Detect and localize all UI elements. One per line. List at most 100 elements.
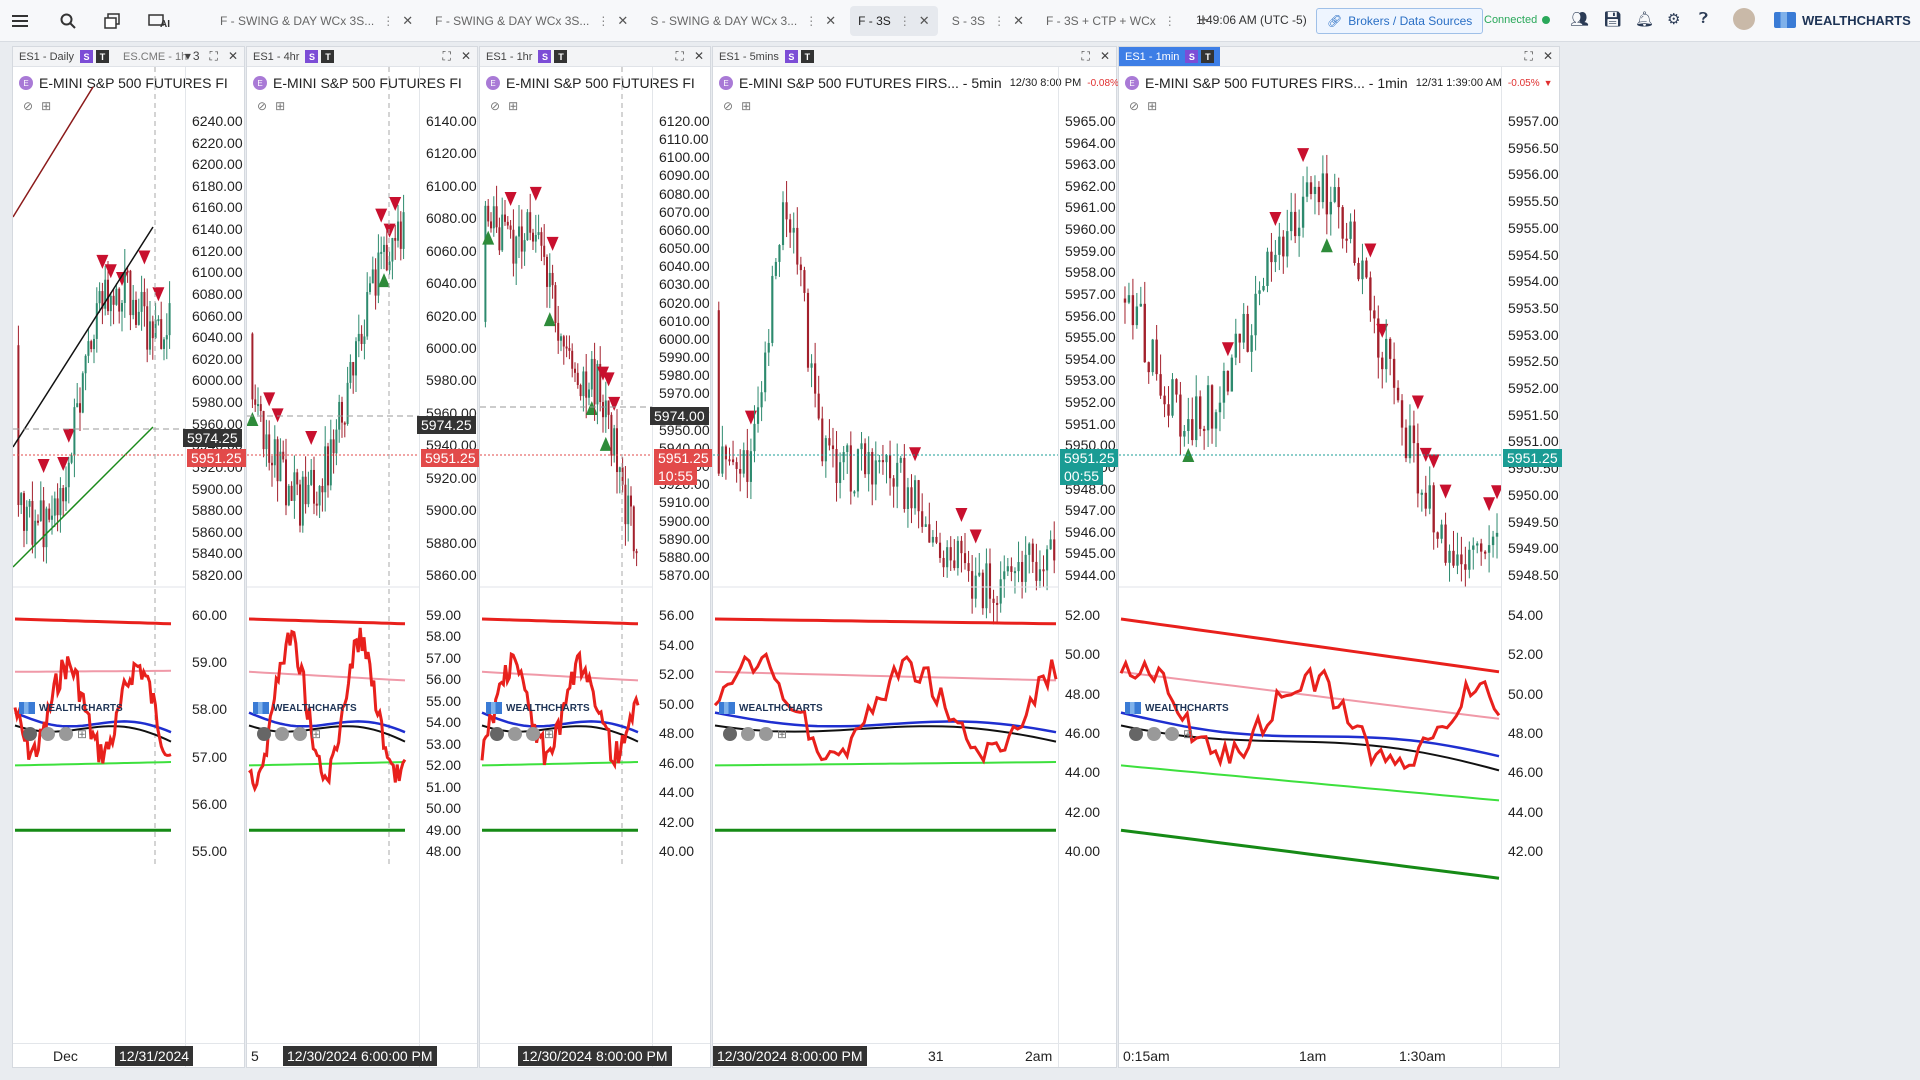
indicator-toggle-icon[interactable]: [759, 727, 773, 741]
layout-tab[interactable]: F - SWING & DAY WCx 3S... ⋮ ✕: [212, 6, 421, 36]
price-chart[interactable]: [13, 67, 185, 887]
indicator-toggle-icon[interactable]: [275, 727, 289, 741]
price-chart[interactable]: [247, 67, 419, 887]
template-badge[interactable]: T: [96, 50, 110, 63]
layout-tab[interactable]: S - SWING & DAY WCx 3... ⋮ ✕: [642, 6, 844, 36]
price-chart[interactable]: [713, 67, 1058, 887]
add-tab-icon[interactable]: +: [1197, 10, 1209, 30]
expand-icon[interactable]: ⛶: [1524, 49, 1533, 63]
expand-icon[interactable]: ⛶: [442, 49, 451, 63]
layout-tab-active[interactable]: F - 3S ⋮ ✕: [850, 5, 938, 36]
add-icon[interactable]: ⊞: [1147, 99, 1158, 113]
panel-tab[interactable]: ES1 - 1min S T: [1119, 47, 1221, 66]
users-icon[interactable]: 👥︎: [1570, 11, 1590, 28]
add-icon[interactable]: ⊞: [544, 727, 555, 741]
study-badge[interactable]: S: [784, 50, 798, 63]
close-icon[interactable]: ✕: [227, 49, 238, 63]
time-axis[interactable]: 31 2am 12/30/2024 8:00:00 PM: [713, 1043, 1116, 1067]
indicator-toggle-icon[interactable]: [41, 727, 55, 741]
layout-tab[interactable]: S - 3S ⋮ ✕: [944, 6, 1032, 36]
tab-menu-icon[interactable]: ⋮: [898, 13, 911, 28]
tab-menu-icon[interactable]: ⋮: [805, 13, 818, 28]
ai-assistant-icon[interactable]: AI: [142, 7, 176, 35]
bell-icon[interactable]: 🔔︎: [1635, 11, 1655, 28]
layout-tab[interactable]: F - 3S + CTP + WCx ⋮: [1038, 6, 1184, 36]
study-badge[interactable]: S: [80, 50, 94, 63]
panel-tab[interactable]: ES1 - 1hr S T: [486, 50, 568, 63]
close-icon[interactable]: ✕: [402, 12, 414, 28]
close-icon[interactable]: ✕: [617, 12, 629, 28]
price-axis[interactable]: 5957.00 5956.50 5956.00 5955.50 5955.00 5954.…: [1501, 67, 1561, 1067]
indicator-toggle-icon[interactable]: [1165, 727, 1179, 741]
study-badge[interactable]: S: [538, 50, 552, 63]
add-icon[interactable]: ⊞: [1183, 727, 1194, 741]
add-icon[interactable]: ⊞: [41, 99, 52, 113]
indicator-toggle-icon[interactable]: [1147, 727, 1161, 741]
price-axis[interactable]: 5965.00 5964.00 5963.00 5962.00 5961.00 5960.…: [1058, 67, 1118, 1067]
close-icon[interactable]: ✕: [460, 49, 471, 63]
add-icon[interactable]: ⊞: [741, 99, 752, 113]
expand-icon[interactable]: ⛶: [209, 49, 218, 63]
template-badge[interactable]: T: [554, 50, 568, 63]
study-badge[interactable]: S: [1185, 50, 1199, 63]
hide-icon[interactable]: ⊘: [257, 99, 268, 113]
study-badge[interactable]: S: [305, 50, 319, 63]
add-icon[interactable]: ⊞: [508, 99, 519, 113]
price-axis[interactable]: 6140.00 6120.00 6100.00 6080.00 6060.00 6040.…: [419, 67, 479, 1067]
save-icon[interactable]: 💾︎: [1603, 11, 1623, 28]
panel-tab[interactable]: ES1 - Daily S T: [19, 50, 110, 63]
close-icon[interactable]: ✕: [1013, 12, 1024, 28]
tab-menu-icon[interactable]: ⋮: [1163, 13, 1176, 28]
hide-icon[interactable]: ⊘: [1129, 99, 1140, 113]
indicator-toggle-icon[interactable]: [526, 727, 540, 741]
indicator-toggle-icon[interactable]: [723, 727, 737, 741]
add-icon[interactable]: ⊞: [311, 727, 322, 741]
hide-icon[interactable]: ⊘: [723, 99, 734, 113]
template-badge[interactable]: T: [800, 50, 814, 63]
expand-icon[interactable]: ⛶: [1081, 49, 1090, 63]
indicator-toggle-icon[interactable]: [1129, 727, 1143, 741]
time-axis[interactable]: 12/30/2024 8:00:00 PM: [480, 1043, 710, 1067]
close-icon[interactable]: ✕: [1099, 49, 1110, 63]
add-icon[interactable]: ⊞: [275, 99, 286, 113]
price-chart[interactable]: [1119, 67, 1501, 887]
template-badge[interactable]: T: [321, 50, 335, 63]
panel-tab[interactable]: ES1 - 5mins S T: [719, 50, 814, 63]
expand-icon[interactable]: ⛶: [675, 49, 684, 63]
indicator-toggle-icon[interactable]: [257, 727, 271, 741]
search-icon[interactable]: [54, 7, 82, 35]
close-icon[interactable]: ✕: [1542, 49, 1553, 63]
close-icon[interactable]: ✕: [693, 49, 704, 63]
help-icon[interactable]: ❓︎: [1699, 10, 1709, 27]
panel-tab[interactable]: ES1 - 4hr S T: [253, 50, 335, 63]
indicator-toggle-icon[interactable]: [508, 727, 522, 741]
layout-tab[interactable]: F - SWING & DAY WCx 3S... ⋮ ✕: [427, 6, 636, 36]
add-icon[interactable]: ⊞: [77, 727, 88, 741]
close-icon[interactable]: ✕: [918, 12, 930, 28]
indicator-toggle-icon[interactable]: [490, 727, 504, 741]
time-axis[interactable]: Dec 12/31/2024: [13, 1043, 244, 1067]
menu-icon[interactable]: [6, 7, 34, 35]
time-axis[interactable]: 0:15am 1am 1:30am: [1119, 1043, 1559, 1067]
tab-menu-icon[interactable]: ⋮: [993, 13, 1006, 28]
add-icon[interactable]: ⊞: [777, 727, 788, 741]
price-chart[interactable]: [480, 67, 652, 887]
indicator-toggle-icon[interactable]: [23, 727, 37, 741]
brokers-data-sources-button[interactable]: 🔗︎ Brokers / Data Sources: [1316, 8, 1484, 34]
template-badge[interactable]: T: [1201, 50, 1215, 63]
tab-menu-icon[interactable]: ⋮: [597, 13, 610, 28]
hide-icon[interactable]: ⊘: [23, 99, 34, 113]
hide-icon[interactable]: ⊘: [490, 99, 501, 113]
price-axis[interactable]: 6240.00 6220.00 6200.00 6180.00 6160.00 6140.…: [185, 67, 246, 1067]
time-axis[interactable]: 5 12/30/2024 6:00:00 PM: [247, 1043, 477, 1067]
price-axis[interactable]: 6120.00 6110.00 6100.00 6090.00 6080.00 6070.…: [652, 67, 712, 1067]
layouts-icon[interactable]: [98, 7, 126, 35]
indicator-toggle-icon[interactable]: [293, 727, 307, 741]
indicator-toggle-icon[interactable]: [59, 727, 73, 741]
avatar[interactable]: [1733, 8, 1755, 30]
close-icon[interactable]: ✕: [825, 12, 837, 28]
panel-subheader[interactable]: ES.CME - 1h: [123, 50, 188, 63]
indicator-toggle-icon[interactable]: [741, 727, 755, 741]
gear-icon[interactable]: ⚙︎: [1667, 11, 1681, 28]
panel-count[interactable]: ▾: [184, 49, 191, 63]
